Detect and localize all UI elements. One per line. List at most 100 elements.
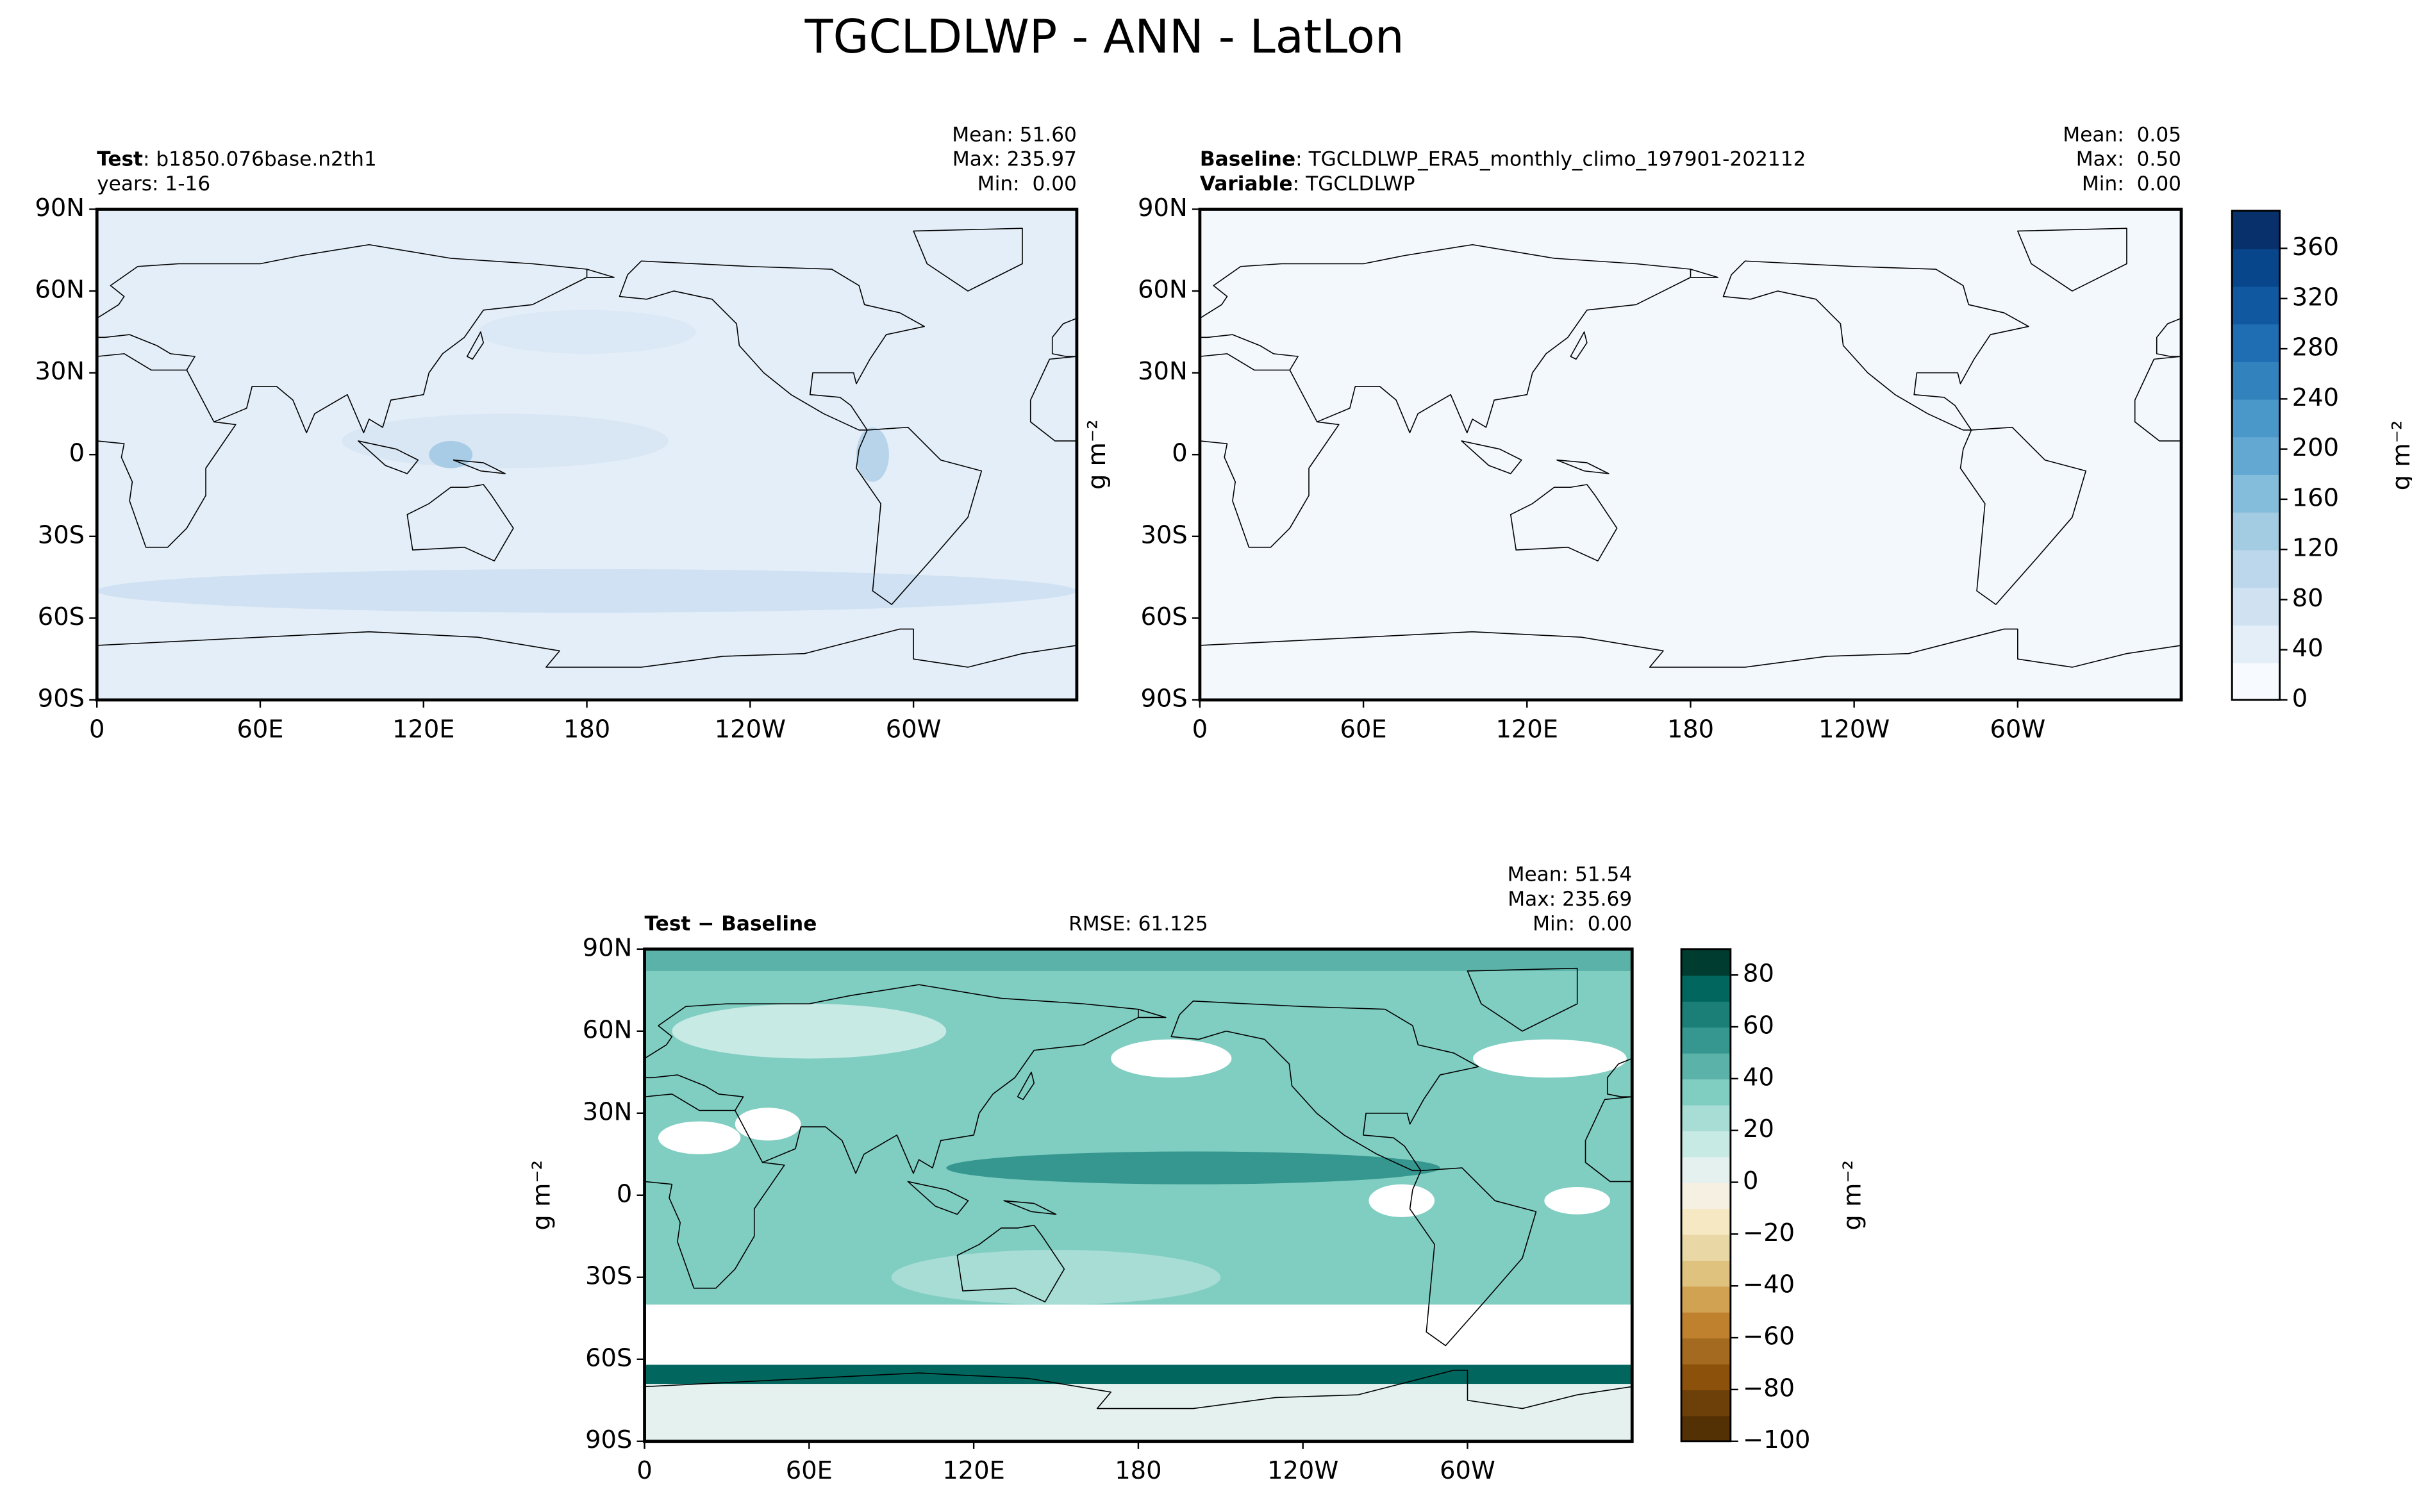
heading-bold: Test — [97, 148, 143, 171]
field-region — [1368, 1184, 1435, 1217]
x-tick-label: 180 — [1115, 1456, 1161, 1485]
colorbar-band — [1681, 1130, 1731, 1158]
panel-heading: Test: b1850.076base.n2th1 — [97, 148, 377, 171]
colorbar-tick-label: 40 — [2292, 634, 2324, 663]
y-tick-label: 60S — [585, 1343, 632, 1372]
y-tick-label: 60N — [583, 1015, 633, 1044]
stat-text: Mean: 0.05 — [2063, 123, 2181, 146]
colorbar-frame — [2231, 210, 2281, 701]
field-region — [97, 569, 1077, 613]
x-tick-label: 120E — [942, 1456, 1004, 1485]
x-tick-label: 60W — [1990, 715, 2045, 744]
colorbar-band — [1681, 1286, 1731, 1313]
map-area — [645, 949, 1633, 1441]
field-region — [478, 310, 696, 354]
colorbar-band — [2232, 624, 2280, 663]
colorbar-tick-label: 40 — [1743, 1063, 1774, 1092]
colorbar-tick-label: −100 — [1743, 1425, 1810, 1454]
y-tick-label: 30N — [583, 1097, 633, 1126]
y-tick-label: 60S — [1140, 602, 1187, 631]
colorbar-band — [2232, 399, 2280, 438]
colorbar-tick-label: 160 — [2292, 483, 2339, 512]
x-tick-label: 120W — [715, 715, 786, 744]
colorbar-tick-label: −80 — [1743, 1374, 1795, 1402]
colorbar-band — [2232, 511, 2280, 551]
x-tick-label: 120W — [1267, 1456, 1338, 1485]
y-tick-label: 90N — [583, 933, 633, 962]
x-tick-label: 60E — [1340, 715, 1387, 744]
colorbar-tick-label: 280 — [2292, 333, 2339, 362]
x-tick-label: 180 — [563, 715, 610, 744]
colorbar-frame — [1680, 948, 1732, 1443]
colorbar-band — [1681, 1156, 1731, 1183]
y-tick-label: 30N — [1138, 357, 1188, 386]
colorbar-tick-label: 0 — [2292, 685, 2308, 713]
stat-text: Max: 235.97 — [952, 148, 1077, 171]
y-tick-label: 90N — [1138, 194, 1188, 222]
x-tick-label: 120E — [392, 715, 455, 744]
stat-text: Max: 0.50 — [2076, 148, 2181, 171]
colorbar-band — [2232, 474, 2280, 513]
colorbar-band — [1681, 1415, 1731, 1442]
colorbar-tick-label: 200 — [2292, 433, 2339, 462]
field-region — [658, 1121, 741, 1154]
heading-bold: Baseline — [1200, 148, 1295, 171]
colorbar-band — [1681, 1104, 1731, 1131]
x-tick-label: 120E — [1496, 715, 1559, 744]
x-tick-label: 0 — [89, 715, 104, 744]
colorbar-band — [2232, 586, 2280, 626]
field-region — [644, 1384, 1633, 1441]
subheading-text: years: 1-16 — [97, 172, 210, 195]
y-tick-label: 90S — [1140, 685, 1187, 713]
stat-text: Mean: 51.60 — [952, 123, 1077, 146]
y-tick-label: 30S — [38, 520, 85, 549]
x-tick-label: 120W — [1818, 715, 1890, 744]
y-tick-label: 90S — [38, 685, 85, 713]
colorbar-band — [1681, 1027, 1731, 1054]
field-region — [1473, 1039, 1627, 1078]
colorbar-band — [1681, 1208, 1731, 1235]
stat-text: Max: 235.69 — [1508, 888, 1632, 911]
heading-bold: Test − Baseline — [645, 912, 817, 935]
field-region — [1544, 1186, 1611, 1215]
field-region — [735, 1108, 801, 1141]
map-field — [1199, 209, 2182, 701]
stat-text: Min: 0.00 — [2082, 172, 2181, 195]
subheading-bold: Variable — [1200, 172, 1293, 195]
y-tick-label: 0 — [69, 439, 85, 468]
map-area — [1199, 209, 2182, 701]
field-region — [342, 413, 669, 469]
field-region — [891, 1250, 1221, 1305]
panel-subheading: years: 1-16 — [97, 172, 210, 195]
stat-text: Mean: 51.54 — [1508, 863, 1633, 886]
colorbar-tick-label: 0 — [1743, 1167, 1758, 1195]
field-region — [644, 1365, 1633, 1384]
field-region — [946, 1151, 1440, 1184]
panel-heading: Test − Baseline — [645, 912, 817, 935]
field-region — [672, 1004, 947, 1059]
colorbar-tick-label: 80 — [2292, 584, 2324, 613]
y-tick-label: 30S — [585, 1261, 632, 1290]
colorbar-band — [2232, 361, 2280, 400]
x-tick-label: 0 — [636, 1456, 652, 1485]
colorbar-tick-label: 240 — [2292, 383, 2339, 412]
colorbar-band — [1681, 1052, 1731, 1080]
y-tick-label: 0 — [1172, 439, 1187, 468]
field-region — [644, 1304, 1633, 1365]
colorbar-tick-label: −60 — [1743, 1322, 1795, 1351]
y-tick-label: 60N — [35, 276, 85, 304]
y-tick-label: 90N — [35, 194, 85, 222]
colorbar-tick-label: 20 — [1743, 1115, 1774, 1143]
field-region — [644, 949, 1633, 971]
colorbar-band — [1681, 949, 1731, 976]
field-region — [429, 440, 473, 469]
colorbar-band — [2232, 210, 2280, 249]
figure-title: TGCLDLWP - ANN - LatLon — [804, 10, 1404, 63]
y-axis-label: g m⁻² — [1083, 419, 1111, 490]
x-tick-label: 60E — [237, 715, 283, 744]
stat-text: Min: 0.00 — [1533, 912, 1632, 935]
colorbar-band — [1681, 1182, 1731, 1209]
colorbar-band — [1681, 1234, 1731, 1261]
colorbar-band — [2232, 323, 2280, 362]
y-tick-label: 60N — [1138, 276, 1188, 304]
